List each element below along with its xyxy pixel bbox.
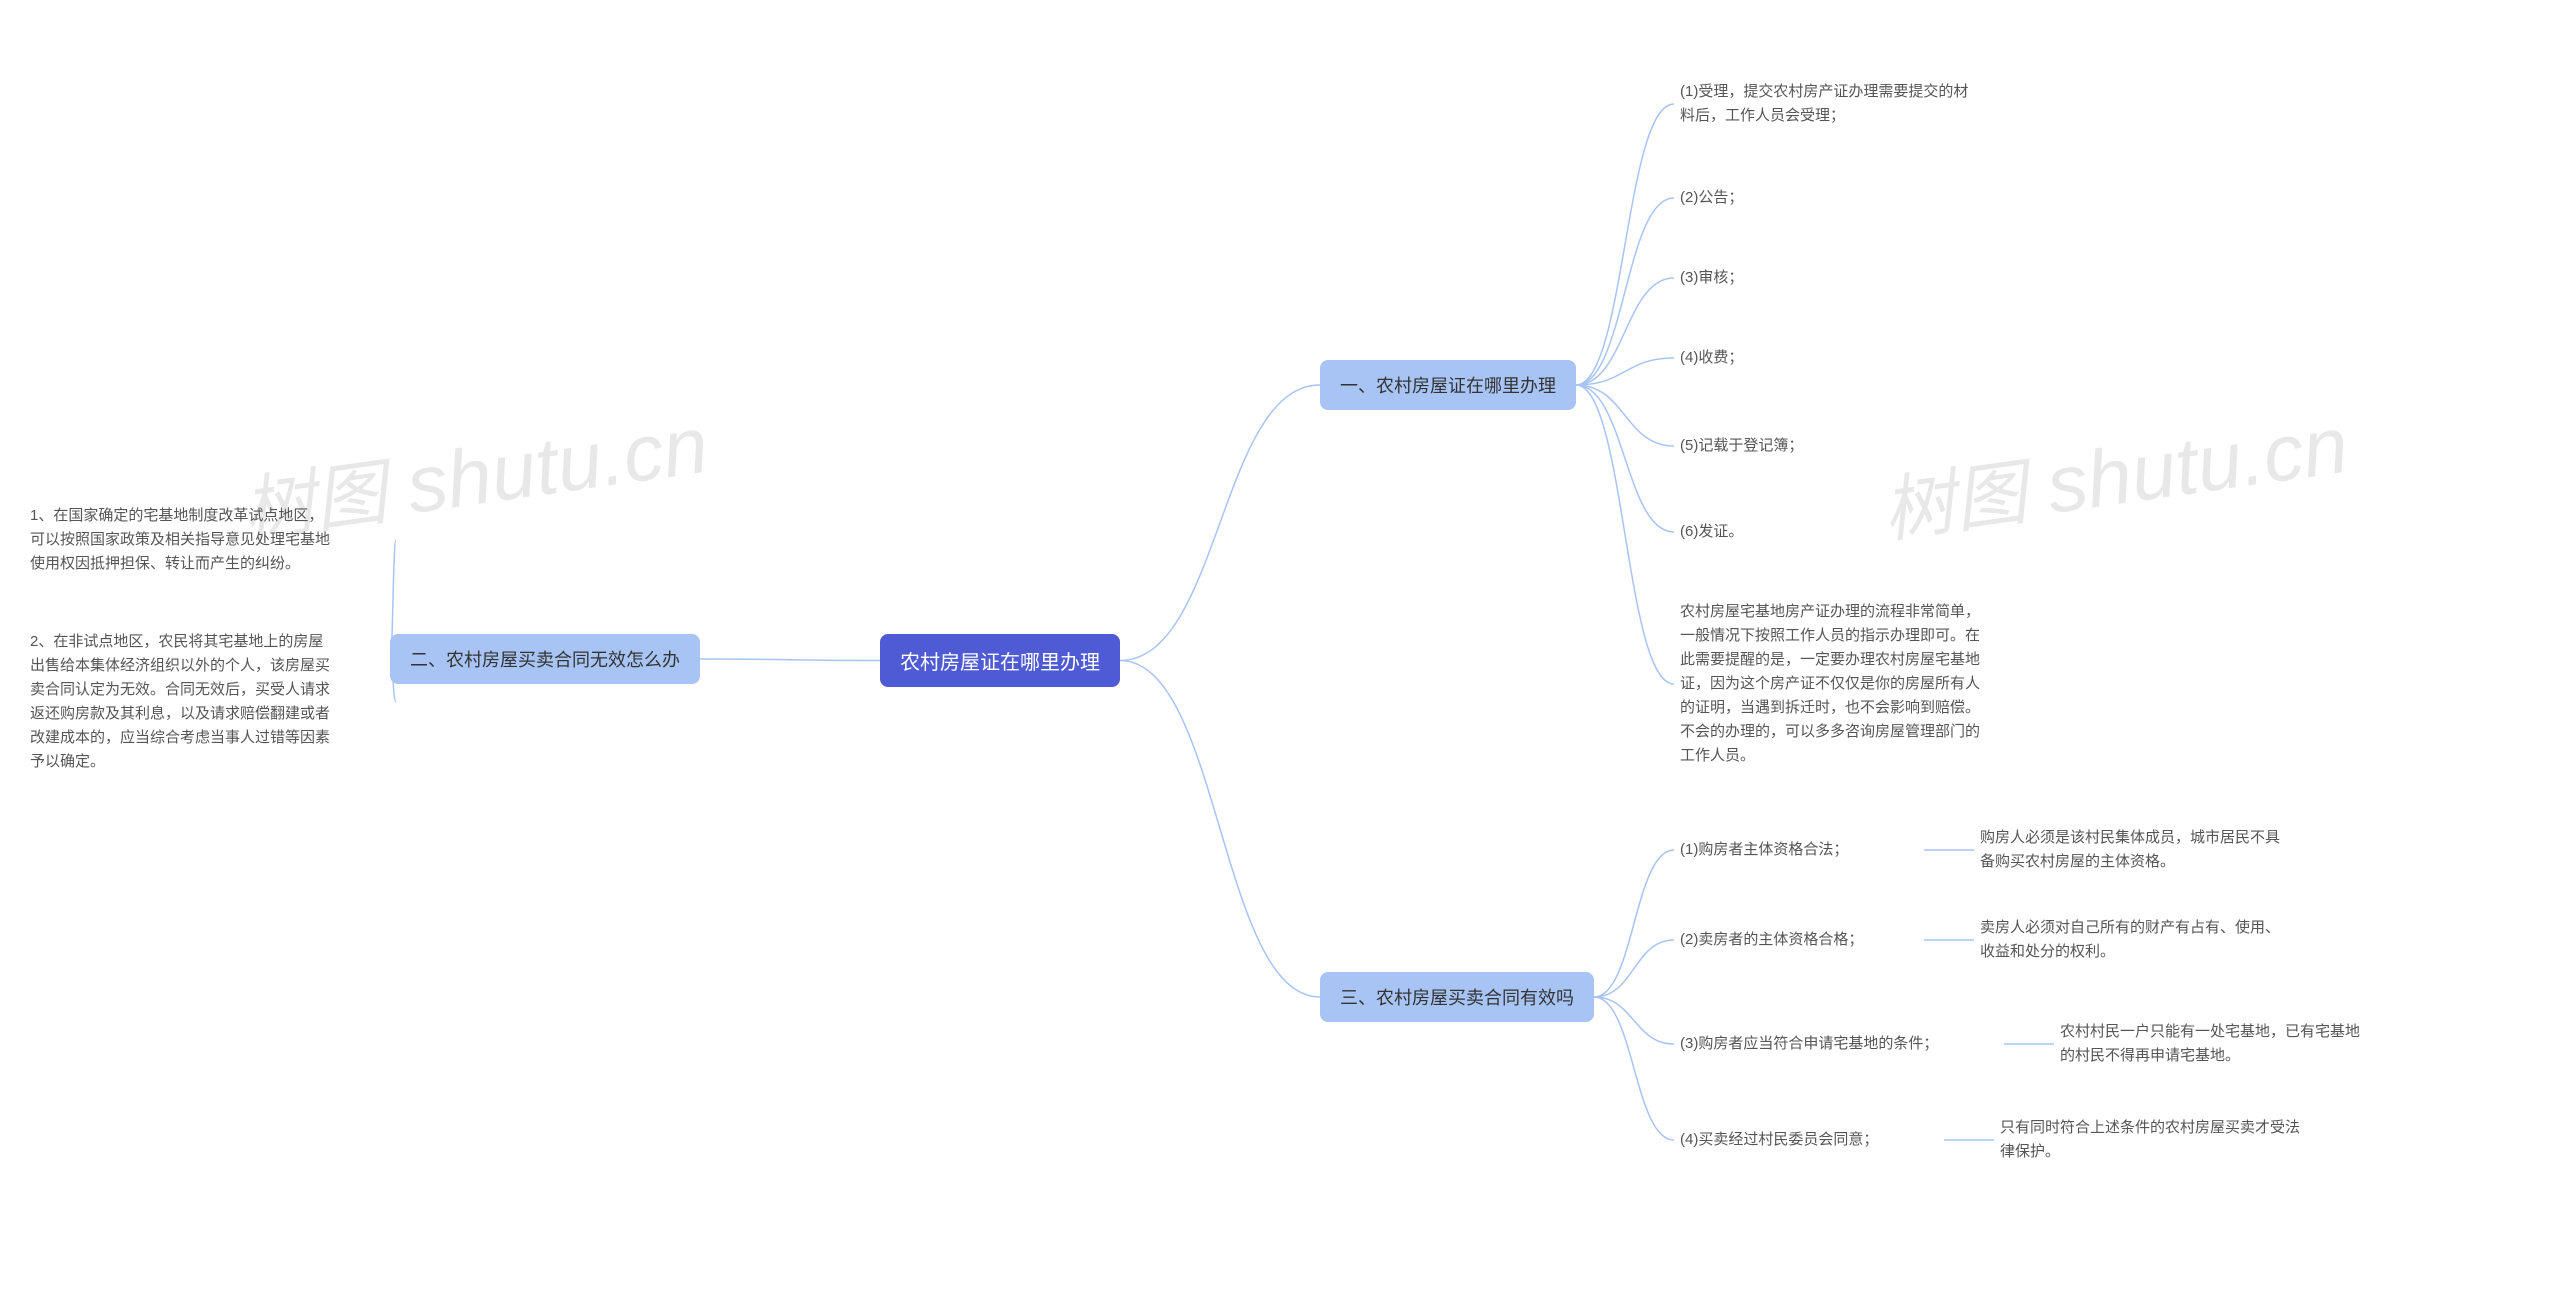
leaf-b1-2: (3)审核； — [1680, 266, 2040, 290]
leaf-b2-1: 2、在非试点地区，农民将其宅基地上的房屋 出售给本集体经济组织以外的个人，该房屋… — [30, 630, 390, 774]
branch-1[interactable]: 一、农村房屋证在哪里办理 — [1320, 360, 1576, 410]
leaf-b1-5: (6)发证。 — [1680, 520, 2040, 544]
subleaf-b3-0: 购房人必须是该村民集体成员，城市居民不具 备购买农村房屋的主体资格。 — [1980, 826, 2360, 874]
leaf-b1-6: 农村房屋宅基地房产证办理的流程非常简单， 一般情况下按照工作人员的指示办理即可。… — [1680, 600, 2060, 768]
leaf-b1-0: (1)受理，提交农村房产证办理需要提交的材 料后，工作人员会受理； — [1680, 80, 2040, 128]
leaf-b3-2: (3)购房者应当符合申请宅基地的条件； — [1680, 1032, 2000, 1056]
leaf-b3-1: (2)卖房者的主体资格合格； — [1680, 928, 1920, 952]
branch-2[interactable]: 二、农村房屋买卖合同无效怎么办 — [390, 634, 700, 684]
leaf-b1-1: (2)公告； — [1680, 186, 2040, 210]
leaf-b1-4: (5)记载于登记簿； — [1680, 434, 2040, 458]
leaf-b3-3: (4)买卖经过村民委员会同意； — [1680, 1128, 1940, 1152]
branch-3[interactable]: 三、农村房屋买卖合同有效吗 — [1320, 972, 1594, 1022]
leaf-b1-3: (4)收费； — [1680, 346, 2040, 370]
leaf-b2-0: 1、在国家确定的宅基地制度改革试点地区， 可以按照国家政策及相关指导意见处理宅基… — [30, 504, 390, 576]
subleaf-b3-2: 农村村民一户只能有一处宅基地，已有宅基地 的村民不得再申请宅基地。 — [2060, 1020, 2440, 1068]
subleaf-b3-3: 只有同时符合上述条件的农村房屋买卖才受法 律保护。 — [2000, 1116, 2380, 1164]
root-node[interactable]: 农村房屋证在哪里办理 — [880, 634, 1120, 687]
subleaf-b3-1: 卖房人必须对自己所有的财产有占有、使用、 收益和处分的权利。 — [1980, 916, 2360, 964]
leaf-b3-0: (1)购房者主体资格合法； — [1680, 838, 1920, 862]
